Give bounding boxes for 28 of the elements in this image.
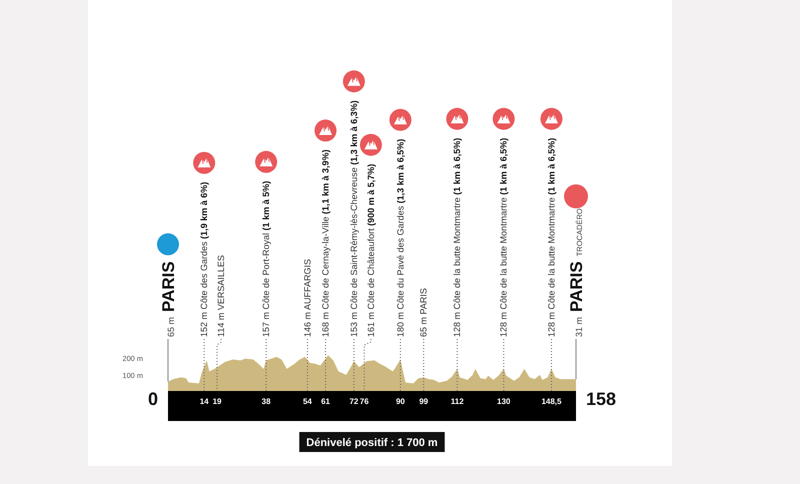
text: 0 bbox=[148, 389, 158, 410]
x-tick-label: 38 bbox=[262, 396, 272, 406]
annotation: 65 m PARIS bbox=[418, 288, 429, 337]
x-tick-label: 112 bbox=[450, 396, 464, 406]
x-tick-label: 90 bbox=[396, 396, 406, 406]
x-tick-label: 54 bbox=[302, 396, 312, 406]
annotation: 180 m Côte du Pavé des Gardes (1,3 km à 6,5%) bbox=[395, 138, 406, 337]
text: Dénivelé positif : 1 700 m bbox=[306, 436, 438, 449]
annotation: 161 m Côte de Châteaufort (900 m à 5,7%) bbox=[366, 164, 376, 337]
x-tick-label: 72 bbox=[349, 396, 359, 406]
annotation: 128 m Côte de la butte Montmartre (1 km à 6,5%) bbox=[452, 138, 462, 337]
annotation: 152 m Côte des Gardes (1,9 km à 6%) bbox=[199, 182, 210, 337]
annotation: 128 m Côte de la butte Montmartre (1 km à 6,5%) bbox=[546, 138, 556, 337]
annotation: 114 m VERSAILLES bbox=[216, 255, 226, 337]
annotation: 157 m Côte de Port-Royal (1 km à 5%) bbox=[261, 180, 272, 337]
x-tick-label: 130 bbox=[497, 396, 511, 406]
x-tick-label: 99 bbox=[419, 396, 429, 406]
x-tick-label: 61 bbox=[321, 396, 331, 406]
annotation: 65 m PARIS bbox=[159, 261, 178, 337]
annotation: 146 m AUFFARGIS bbox=[302, 258, 312, 337]
x-tick-label: 14 bbox=[200, 396, 210, 406]
annotation: 153 m Côte de Saint-Rémy-lès-Chevreuse (1,3 km à 6,3%) bbox=[348, 100, 359, 337]
x-tick-label: 19 bbox=[212, 396, 222, 406]
text: 158 bbox=[586, 389, 616, 410]
annotation: 168 m Côte de Cernay-la-Ville (1,1 km à 3,9%) bbox=[320, 150, 331, 337]
annotation: 128 m Côte de la butte Montmartre (1 km à 6,5%) bbox=[498, 138, 509, 337]
x-tick-label: 76 bbox=[360, 396, 370, 406]
x-tick-label: 148,5 bbox=[541, 396, 562, 406]
